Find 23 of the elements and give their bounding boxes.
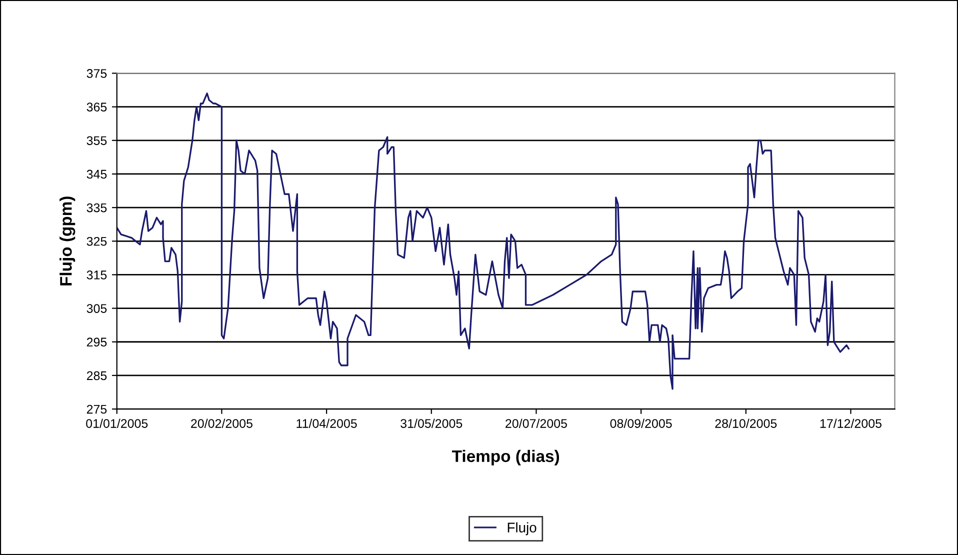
y-tick-label: 345 — [86, 170, 107, 179]
x-tick-label: 31/05/2005 — [400, 418, 462, 428]
x-tick-label: 20/07/2005 — [506, 418, 567, 428]
x-tick-label: 20/02/2005 — [191, 418, 252, 428]
x-tick-label: 01/01/2005 — [86, 418, 148, 428]
y-tick-label: 275 — [86, 404, 107, 414]
y-tick-label: 365 — [86, 102, 107, 112]
legend-label: Flujo — [508, 522, 536, 536]
y-tick-label: 295 — [86, 338, 107, 347]
y-tick-label: 325 — [86, 236, 107, 246]
y-tick-label: 305 — [86, 304, 107, 313]
y-tick-label: 375 — [86, 69, 107, 78]
y-tick-label: 285 — [86, 371, 107, 380]
line-series — [116, 92, 850, 390]
y-tick-label: 315 — [86, 270, 107, 280]
x-tick-label: 17/12/2005 — [820, 418, 882, 428]
x-tick-label: 28/10/2005 — [715, 418, 777, 428]
x-axis-title: Tiempo (dias) — [452, 450, 560, 466]
y-tick-label: 335 — [86, 203, 107, 212]
y-axis-title: Flujo (gpm) — [60, 196, 76, 286]
x-tick-label: 08/09/2005 — [610, 418, 672, 428]
x-tick-label: 11/04/2005 — [296, 418, 357, 428]
y-tick-label: 355 — [86, 136, 107, 146]
